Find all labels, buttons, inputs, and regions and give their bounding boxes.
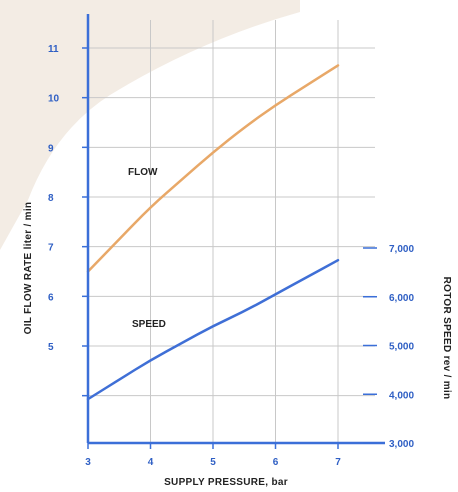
- right-tick-label-3,000: 3,000: [389, 439, 414, 450]
- x-tick-label-6: 6: [273, 457, 279, 468]
- left-tick-label-5: 5: [48, 342, 54, 353]
- speed-series-label: SPEED: [132, 319, 166, 330]
- left-tick-label-9: 9: [48, 143, 54, 154]
- x-axis-title: SUPPLY PRESSURE, bar: [164, 477, 288, 488]
- flow-series-line: [86, 64, 340, 273]
- right-tick-label-5,000: 5,000: [389, 342, 414, 353]
- left-tick-label-6: 6: [48, 292, 54, 303]
- speed-series-line: [86, 258, 340, 401]
- right-y-axis-title: ROTOR SPEED rev / min: [441, 277, 452, 400]
- left-y-axis-title: OIL FLOW RATE liter / min: [23, 202, 34, 335]
- series-layer: [86, 64, 340, 401]
- left-tick-label-11: 11: [48, 44, 59, 55]
- x-tick-label-4: 4: [148, 457, 154, 468]
- left-tick-label-7: 7: [48, 243, 54, 254]
- grid-lines: [88, 20, 375, 443]
- axes: [82, 14, 385, 449]
- right-tick-label-4,000: 4,000: [389, 390, 414, 401]
- flow-series-label: FLOW: [128, 167, 158, 178]
- x-tick-label-3: 3: [85, 457, 91, 468]
- right-tick-label-7,000: 7,000: [389, 244, 414, 255]
- left-tick-label-8: 8: [48, 193, 54, 204]
- x-tick-label-7: 7: [335, 457, 341, 468]
- left-tick-label-10: 10: [48, 94, 60, 105]
- tick-labels: 5 6 7 8 9 10 11 3,000 4,000 5,000 6,000 7,000 3 4 5 6 7: [48, 44, 414, 468]
- x-tick-label-5: 5: [210, 457, 216, 468]
- right-tick-label-6,000: 6,000: [389, 293, 414, 304]
